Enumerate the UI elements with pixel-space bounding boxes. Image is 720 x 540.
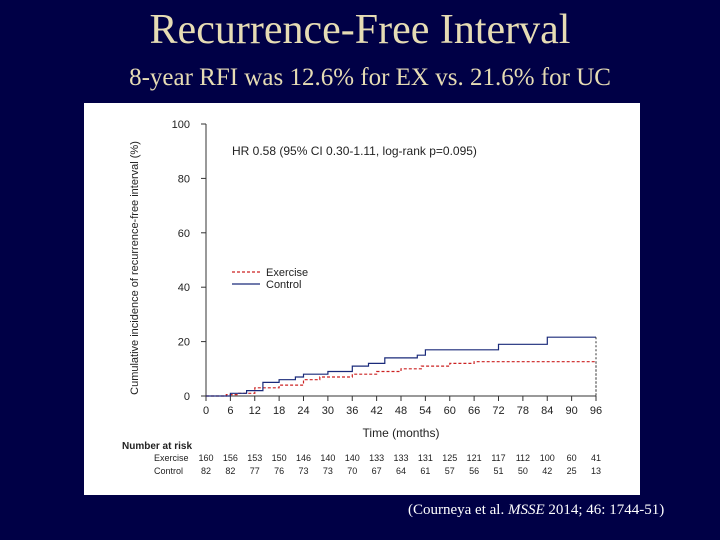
risk-row-label: Exercise: [154, 453, 189, 463]
x-tick-label: 66: [468, 405, 480, 417]
x-tick-label: 6: [227, 405, 233, 417]
legend: Exercise Control: [232, 267, 308, 291]
number-at-risk-heading: Number at risk: [122, 441, 192, 452]
series-line-control: [206, 336, 596, 397]
plot-area: 0 20 40 60 80 100 0 6 12 18 24 30 36 42 48 54 60 66 72 78 84…: [172, 119, 602, 417]
citation: (Courneya et al. MSSE 2014; 46: 1744-51): [408, 500, 664, 520]
risk-cell: 70: [347, 466, 357, 476]
x-tick-label: 78: [517, 405, 529, 417]
x-tick-label: 0: [203, 405, 209, 417]
x-tick-label: 60: [444, 405, 456, 417]
risk-cell: 133: [369, 453, 384, 463]
y-tick-label: 40: [178, 282, 190, 294]
risk-cell: 60: [567, 453, 577, 463]
citation-prefix: (Courneya et al.: [408, 502, 508, 518]
risk-cell: 77: [250, 466, 260, 476]
risk-cell: 25: [567, 466, 577, 476]
chart-figure: 0 20 40 60 80 100 0 6 12 18 24 30 36 42 48 54 60 66 72 78 84…: [84, 103, 640, 495]
risk-cell: 73: [323, 466, 333, 476]
y-tick-label: 100: [172, 119, 190, 131]
risk-cell: 67: [372, 466, 382, 476]
risk-cell: 117: [491, 453, 505, 463]
number-at-risk-table: Exercise 160 156 153 150 146 140 140 133 133 131 12…: [154, 453, 601, 476]
risk-cell: 153: [247, 453, 262, 463]
x-tick-label: 96: [590, 405, 602, 417]
risk-cell: 160: [198, 453, 213, 463]
y-tick-label: 80: [178, 173, 190, 185]
risk-cell: 140: [345, 453, 360, 463]
risk-cell: 42: [542, 466, 552, 476]
risk-cell: 121: [467, 453, 482, 463]
risk-cell: 82: [225, 466, 235, 476]
y-tick-label: 0: [184, 391, 190, 403]
slide-title: Recurrence-Free Interval: [149, 7, 571, 53]
chart-svg: 0 20 40 60 80 100 0 6 12 18 24 30 36 42 48 54 60 66 72 78 84…: [122, 119, 602, 476]
x-tick-label: 12: [249, 405, 261, 417]
risk-cell: 73: [298, 466, 308, 476]
risk-cell: 112: [516, 453, 530, 463]
risk-cell: 82: [201, 466, 211, 476]
series-line-exercise: [206, 361, 596, 397]
x-tick-label: 18: [273, 405, 285, 417]
slide-subtitle: 8-year RFI was 12.6% for EX vs. 21.6% fo…: [129, 64, 611, 91]
risk-cell: 64: [396, 466, 406, 476]
risk-cell: 56: [469, 466, 479, 476]
x-tick-label: 36: [346, 405, 358, 417]
risk-cell: 131: [418, 453, 433, 463]
risk-cell: 51: [493, 466, 503, 476]
x-axis-label: Time (months): [363, 426, 440, 440]
x-tick-label: 90: [566, 405, 578, 417]
x-tick-label: 54: [419, 405, 431, 417]
hazard-ratio-annotation: HR 0.58 (95% CI 0.30-1.11, log-rank p=0.…: [232, 144, 477, 158]
risk-cell: 140: [320, 453, 335, 463]
risk-cell: 50: [518, 466, 528, 476]
risk-cell: 13: [591, 466, 601, 476]
legend-exercise-label: Exercise: [266, 267, 308, 279]
x-tick-label: 48: [395, 405, 407, 417]
x-tick-label: 72: [492, 405, 504, 417]
y-tick-label: 20: [178, 337, 190, 349]
citation-suffix: 2014; 46: 1744-51): [544, 502, 665, 518]
x-tick-label: 30: [322, 405, 334, 417]
legend-control-label: Control: [266, 279, 301, 291]
y-tick-label: 60: [178, 228, 190, 240]
citation-journal: MSSE: [507, 502, 545, 518]
risk-cell: 100: [540, 453, 555, 463]
risk-cell: 156: [223, 453, 238, 463]
risk-cell: 41: [591, 453, 601, 463]
risk-cell: 150: [272, 453, 287, 463]
risk-cell: 125: [442, 453, 457, 463]
risk-cell: 133: [393, 453, 408, 463]
y-axis-label: Cumulative incidence of recurrence-free …: [129, 141, 141, 395]
x-tick-label: 24: [297, 405, 309, 417]
risk-cell: 76: [274, 466, 284, 476]
risk-cell: 146: [296, 453, 311, 463]
risk-row-label: Control: [154, 466, 183, 476]
risk-cell: 57: [445, 466, 455, 476]
risk-cell: 61: [420, 466, 430, 476]
x-tick-label: 84: [541, 405, 553, 417]
x-tick-label: 42: [371, 405, 383, 417]
